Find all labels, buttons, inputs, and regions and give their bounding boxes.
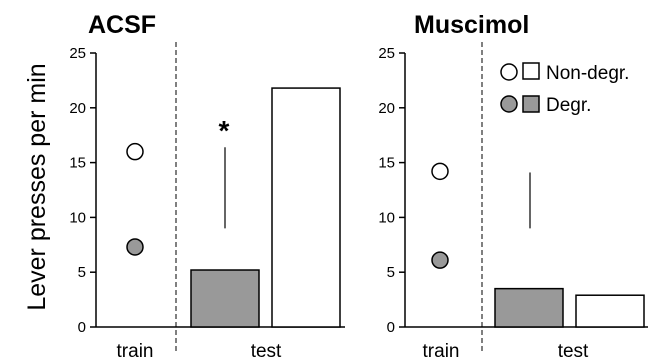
- y-tick-label: 20: [69, 100, 86, 117]
- panel-acsf: 0 5 10 15 20 25 train test *: [69, 42, 345, 362]
- y-tick-label: 20: [378, 100, 395, 117]
- significance-asterisk: *: [219, 115, 230, 146]
- x-category-label-test: test: [251, 341, 282, 362]
- y-tick-label: 25: [69, 45, 86, 62]
- legend-square-non-degraded: [522, 62, 540, 80]
- legend-label-degraded: Degr.: [546, 95, 591, 116]
- train-point-degraded: [126, 238, 144, 256]
- train-point-non-degraded: [431, 162, 449, 181]
- y-tick-label: 0: [387, 319, 395, 336]
- y-tick-label: 25: [378, 45, 395, 62]
- test-bar-non-degraded: [271, 87, 341, 328]
- train-point-non-degraded: [126, 142, 144, 161]
- y-tick-label: 15: [69, 155, 86, 172]
- test-bar-degraded: [494, 287, 564, 328]
- y-tick-label: 5: [387, 264, 395, 281]
- y-tick-label: 10: [378, 209, 395, 226]
- test-bar-degraded: [190, 269, 260, 328]
- legend-circle-degraded: [500, 95, 518, 113]
- y-tick-label: 5: [78, 264, 86, 281]
- panel-title-acsf: ACSF: [88, 11, 156, 39]
- legend-circle-non-degraded: [500, 63, 518, 81]
- legend-label-non-degraded: Non-degr.: [546, 63, 629, 84]
- y-tick-label: 0: [78, 319, 86, 336]
- y-tick-label: 15: [378, 155, 395, 172]
- x-category-label-test: test: [558, 341, 589, 362]
- train-point-degraded: [431, 251, 449, 269]
- test-bar-non-degraded: [575, 294, 645, 328]
- y-tick-label: 10: [69, 209, 86, 226]
- x-category-label-train: train: [117, 341, 154, 362]
- legend: Non-degr. Degr.: [500, 62, 629, 116]
- panel-muscimol: 0 5 10 15 20 25 train test: [378, 42, 648, 362]
- x-category-label-train: train: [423, 341, 460, 362]
- y-axis-label: Lever presses per min: [23, 63, 51, 310]
- panel-title-muscimol: Muscimol: [414, 11, 529, 39]
- legend-square-degraded: [522, 95, 540, 113]
